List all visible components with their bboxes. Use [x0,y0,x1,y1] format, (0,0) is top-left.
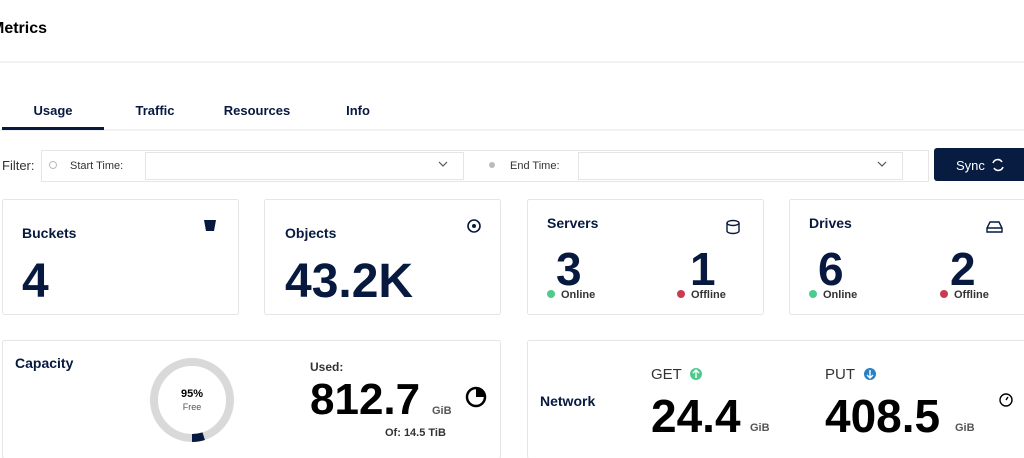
card [264,199,501,315]
card [2,199,239,315]
objects-icon [467,219,481,233]
pie-icon-slice [476,388,485,397]
get-label: GET [651,366,682,383]
tab[interactable]: Info [346,103,370,118]
card-title: Objects [285,225,337,241]
card-title: Capacity [15,355,74,371]
dot-icon [489,162,495,168]
card [527,340,1024,458]
sync-icon [992,158,1004,172]
put-unit: GiB [955,422,975,434]
get-unit: GiB [750,422,770,434]
card-title: Drives [809,215,852,231]
sync-button[interactable] [934,148,1024,181]
card [789,199,1024,315]
start-time-label: Start Time: [70,160,123,172]
gauge-icon [999,393,1013,407]
sync-button-label: Sync [956,158,985,173]
clock-icon [49,161,57,169]
drive-icon [986,221,1003,233]
offline-label: Offline [691,289,726,301]
card-title: Buckets [22,225,77,241]
online-dot [547,290,555,298]
tab[interactable]: Usage [33,103,72,118]
end-time-select[interactable] [578,152,903,180]
end-time-label: End Time: [510,160,560,172]
card [527,199,764,315]
online-label: Online [823,289,857,301]
offline-dot [940,290,948,298]
total-capacity: Of: 14.5 TiB [385,427,446,439]
offline-label: Offline [954,289,989,301]
offline-count: 1 [690,243,716,295]
offline-dot [677,290,685,298]
card-value: 43.2K [285,255,413,308]
card-title: Network [540,393,595,409]
tab[interactable]: Resources [224,103,290,118]
card [2,340,501,458]
filter-label: Filter: [2,158,35,173]
online-count: 3 [556,243,582,295]
card-value: 4 [22,255,49,308]
card-title: Servers [547,215,599,231]
put-label: PUT [825,366,855,383]
used-label: Used: [310,360,343,374]
gauge-needle [1005,396,1009,401]
chevron [877,161,887,167]
offline-count: 2 [950,243,976,295]
online-count: 6 [818,243,844,295]
start-time-select[interactable] [145,152,464,180]
free-label: Free [183,402,202,412]
get-arrow [692,369,700,378]
free-percent: 95% [181,388,203,400]
active-tab-indicator [2,127,104,130]
capacity-used-arc [191,432,205,443]
page-title: Metrics [0,20,47,37]
used-unit: GiB [432,405,452,417]
objects-icon-dot [472,224,476,228]
put-value: 408.5 [825,390,940,442]
server-icon-body [726,223,740,235]
used-value: 812.7 [310,375,420,424]
bucket-icon [204,220,216,231]
chevron [438,161,448,167]
online-dot [809,290,817,298]
online-label: Online [561,289,595,301]
get-value: 24.4 [651,390,741,442]
tab[interactable]: Traffic [135,103,174,118]
put-arrow [866,370,874,379]
